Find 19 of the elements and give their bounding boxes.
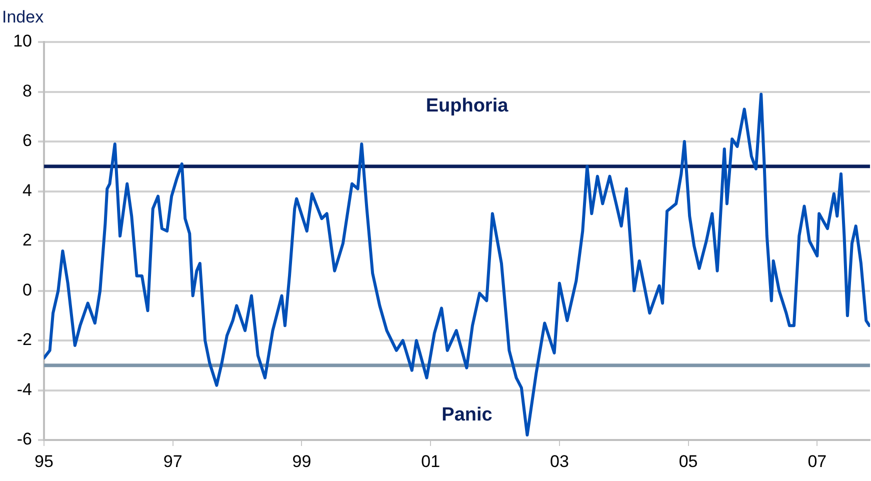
x-tick-label: 95 xyxy=(34,452,54,471)
x-tick-label: 07 xyxy=(808,452,827,471)
ref-line-label: Panic xyxy=(442,404,493,426)
y-tick-label: -6 xyxy=(16,430,32,449)
x-tick-label: 03 xyxy=(550,452,569,471)
x-tick-label: 99 xyxy=(292,452,312,471)
x-tick-label: 05 xyxy=(678,452,698,471)
y-tick-label: -4 xyxy=(16,380,32,399)
y-axis-title: Index xyxy=(2,8,44,27)
y-tick-label: 8 xyxy=(22,81,32,100)
y-tick-label: 4 xyxy=(22,180,32,200)
ref-line-label: Euphoria xyxy=(426,96,509,117)
y-tick-label: 6 xyxy=(22,131,32,150)
y-tick-label: -2 xyxy=(16,330,32,350)
y-tick-label: 0 xyxy=(22,280,32,300)
y-tick-label: 10 xyxy=(13,32,32,51)
y-tick-label: 2 xyxy=(22,230,32,250)
x-tick-label: 97 xyxy=(163,452,182,471)
x-tick-label: 01 xyxy=(421,452,440,471)
